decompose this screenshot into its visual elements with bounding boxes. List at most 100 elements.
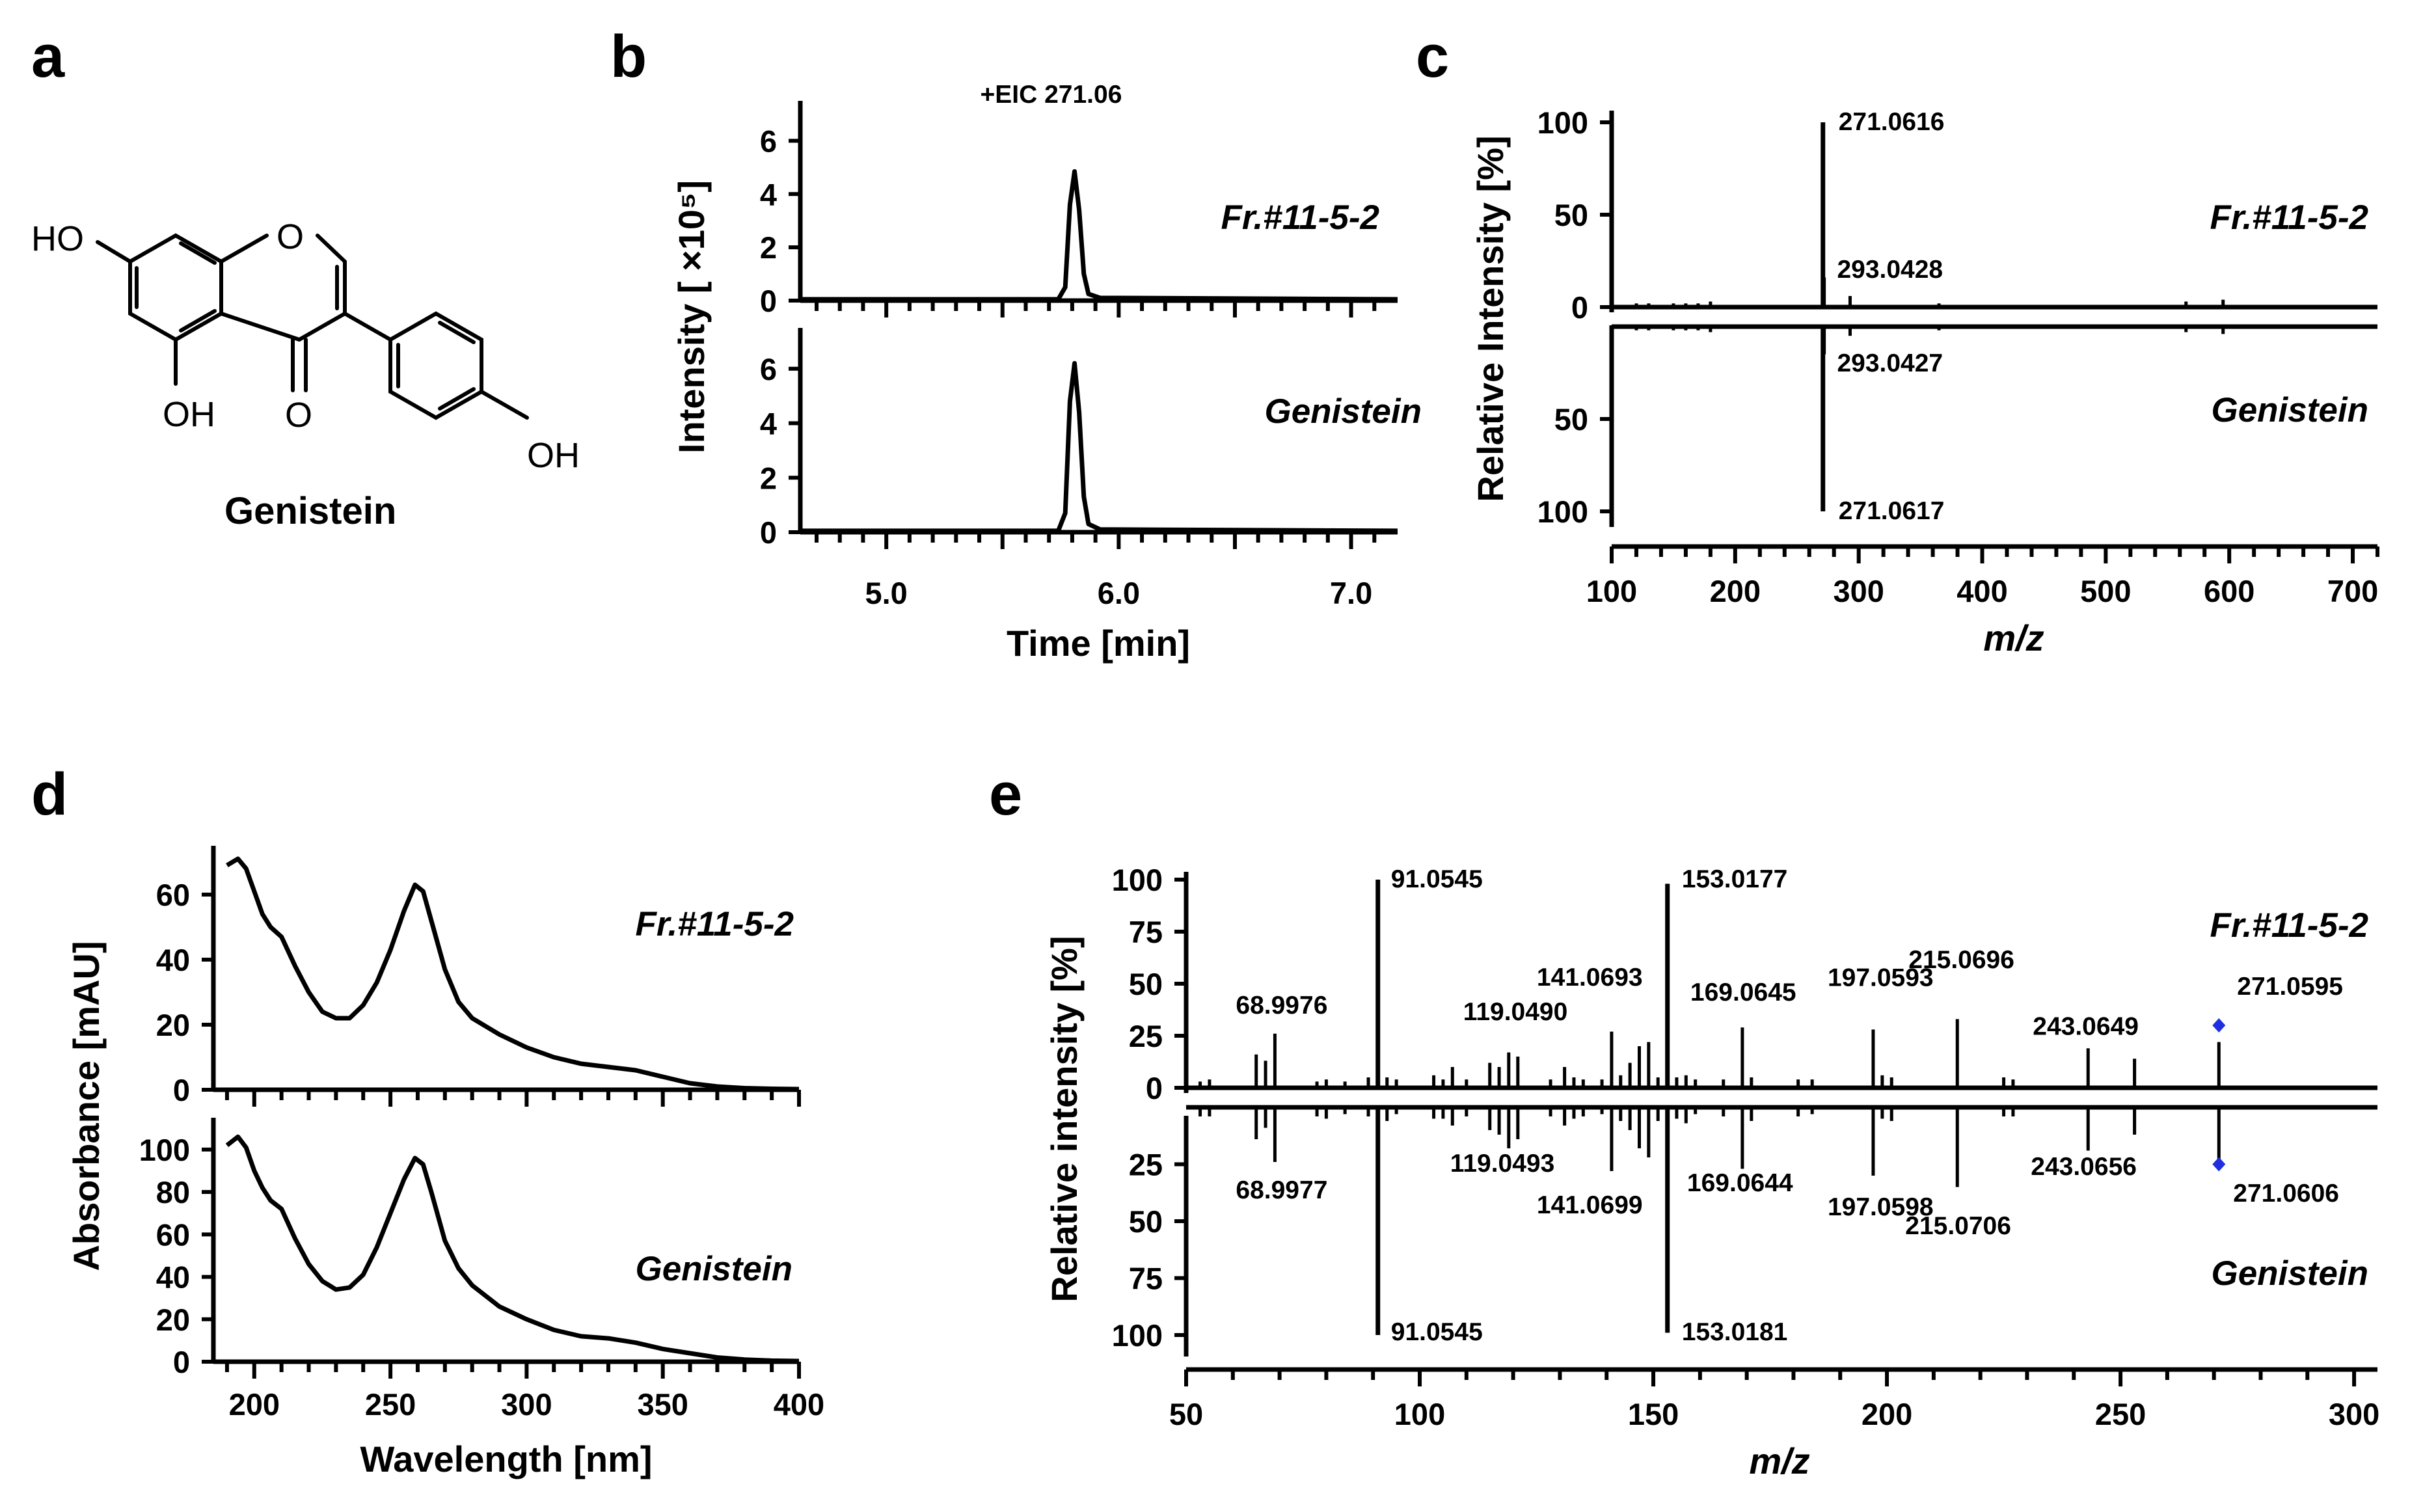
- atom-o-ring: O: [277, 217, 304, 256]
- peak-annotation: 293.0427: [1837, 349, 1943, 377]
- panel-b-y-axis-label: Intensity [ ×10⁵]: [671, 180, 712, 453]
- peak-annotation: 141.0699: [1537, 1191, 1643, 1219]
- atom-ho-7: HO: [31, 219, 84, 258]
- x-tick-label: 200: [1710, 574, 1761, 608]
- x-tick-label: 200: [229, 1387, 280, 1422]
- series-label-genistein-c: Genistein: [2211, 391, 2368, 429]
- peak-annotation: 197.0598: [1828, 1193, 1934, 1221]
- panel-e-yticks: 0 25 50 75 100 25 50 75 100: [1112, 863, 1186, 1353]
- eic-trace-genistein: [800, 360, 1398, 533]
- y-tick-label: 75: [1129, 1262, 1163, 1296]
- x-tick-label: 100: [1394, 1397, 1445, 1431]
- x-tick-label: 300: [1833, 574, 1884, 608]
- panel-c-yticks: 0 50 100 50 100: [1537, 105, 1612, 529]
- panel-b-bottom-xticks: [815, 532, 1377, 549]
- peak-annotation: 68.9977: [1236, 1176, 1327, 1204]
- y-tick-label: 100: [1537, 494, 1588, 529]
- panel-d-uv-chart: 0 20 40 60 0 20 40 60 80 100 200 250 300 350 400 Fr.…: [66, 846, 824, 1479]
- y-tick-label: 50: [1554, 402, 1588, 437]
- x-tick-label: 700: [2327, 574, 2378, 608]
- x-tick-label: 350: [637, 1387, 688, 1422]
- peak-annotation: 91.0545: [1391, 865, 1483, 893]
- panel-b-bottom-yticks: 0 2 4 6: [760, 352, 800, 550]
- panel-c-xticks: 100 200 300 400 500 600 700: [1586, 547, 2379, 608]
- y-tick-label: 0: [760, 284, 777, 318]
- structure-bonds: [96, 233, 529, 420]
- y-tick-label: 60: [156, 878, 190, 912]
- y-tick-label: 20: [156, 1303, 190, 1337]
- y-tick-label: 4: [760, 407, 777, 441]
- peak-annotation: 119.0493: [1450, 1150, 1555, 1178]
- peak-annotation: 141.0693: [1537, 964, 1643, 992]
- peak-annotation: 119.0490: [1463, 998, 1568, 1026]
- series-label-fraction-d: Fr.#11-5-2: [635, 905, 794, 943]
- panel-c-y-axis-label: Relative Intensity [%]: [1470, 135, 1511, 502]
- panel-e-x-axis-label: m/z: [1749, 1440, 1809, 1481]
- peak-annotation: 91.0545: [1391, 1318, 1483, 1346]
- panel-c-x-axis-label: m/z: [1983, 617, 2044, 658]
- atom-oh-5: OH: [163, 395, 215, 434]
- uv-trace-genistein: [225, 1134, 800, 1364]
- x-tick-label: 400: [774, 1387, 824, 1422]
- y-tick-label: 100: [139, 1133, 190, 1167]
- y-tick-label: 80: [156, 1175, 190, 1209]
- panel-c-annotations: 271.0616 293.0428 271.0617 293.0427: [1837, 108, 1944, 525]
- peak-annotation: 197.0593: [1828, 964, 1934, 992]
- panel-b-x-axis-label: Time [min]: [1007, 623, 1190, 664]
- y-tick-label: 4: [760, 177, 777, 211]
- y-tick-label: 100: [1112, 1318, 1163, 1353]
- peak-annotation: 271.0616: [1839, 108, 1945, 136]
- peak-annotation: 243.0656: [2031, 1153, 2137, 1181]
- panel-b-top-xticks: [815, 301, 1377, 317]
- y-tick-label: 0: [1146, 1071, 1163, 1105]
- panel-e-ms2-mirror: 0 25 50 75 100 25 50 75 100 50 100 150 200 250 300 68…: [1044, 863, 2379, 1481]
- eic-trace-fraction: [800, 169, 1398, 302]
- x-tick-label: 250: [365, 1387, 416, 1422]
- y-tick-label: 50: [1129, 1204, 1163, 1239]
- series-label-genistein-d: Genistein: [635, 1250, 792, 1288]
- series-label-fraction-c: Fr.#11-5-2: [2210, 198, 2368, 237]
- panel-e-y-axis-label: Relative intensity [%]: [1044, 936, 1085, 1302]
- panel-e-peaks: [1198, 880, 2226, 1335]
- panel-e-annotations: 68.9976 91.0545 119.0490 141.0693 153.0177 16…: [1236, 865, 2343, 1346]
- peak-annotation: 153.0177: [1682, 865, 1788, 893]
- panel-label-e: e: [989, 761, 1022, 828]
- y-tick-label: 6: [760, 352, 777, 386]
- y-tick-label: 100: [1112, 863, 1163, 897]
- y-tick-label: 40: [156, 1260, 190, 1295]
- series-label-genistein: Genistein: [1264, 392, 1422, 431]
- y-tick-label: 100: [1537, 105, 1588, 140]
- y-tick-label: 75: [1129, 915, 1163, 949]
- y-tick-label: 2: [760, 461, 777, 495]
- peak-annotation: 215.0706: [1905, 1212, 2011, 1240]
- genistein-structure: HO O OH O OH Genistein: [31, 217, 580, 532]
- peak-annotation: 153.0181: [1682, 1318, 1788, 1346]
- y-tick-label: 0: [1571, 290, 1588, 325]
- peak-annotation: 68.9976: [1236, 992, 1327, 1019]
- peak-annotation: 169.0644: [1687, 1169, 1793, 1197]
- x-tick-label: 50: [1169, 1397, 1203, 1431]
- y-tick-label: 25: [1129, 1148, 1163, 1182]
- x-tick-label: 400: [1956, 574, 2007, 608]
- panel-d-top-xticks: [224, 1090, 801, 1107]
- y-tick-label: 60: [156, 1217, 190, 1252]
- y-tick-label: 0: [173, 1073, 190, 1107]
- x-tick-label: 600: [2204, 574, 2254, 608]
- precursor-marker: [2212, 1018, 2226, 1033]
- x-tick-label: 300: [2329, 1397, 2379, 1431]
- x-tick-label: 500: [2080, 574, 2131, 608]
- x-tick-label: 150: [1628, 1397, 1679, 1431]
- panel-c-ms1-mirror: 0 50 100 50 100 100 200 300 400 500 600 700 271.06…: [1470, 105, 2379, 658]
- panel-b-eic-chart: +EIC 271.06 0 2 4 6 Fr.#11-5-2 0 2 4 6 5.0 6.0 7…: [671, 81, 1422, 664]
- peak-annotation: 169.0645: [1690, 979, 1796, 1006]
- panel-e-xticks: 50 100 150 200 250 300: [1169, 1370, 2379, 1431]
- panel-b-x-tick-labels: 5.0 6.0 7.0: [865, 576, 1372, 610]
- y-tick-label: 6: [760, 124, 777, 158]
- peak-annotation: 271.0617: [1839, 497, 1945, 525]
- peak-annotation: 271.0595: [2237, 973, 2343, 1001]
- series-label-fraction-e: Fr.#11-5-2: [2210, 906, 2368, 945]
- x-tick-label: 5.0: [865, 576, 907, 610]
- y-tick-label: 2: [760, 230, 777, 265]
- x-tick-label: 300: [501, 1387, 552, 1422]
- panel-label-c: c: [1416, 23, 1449, 90]
